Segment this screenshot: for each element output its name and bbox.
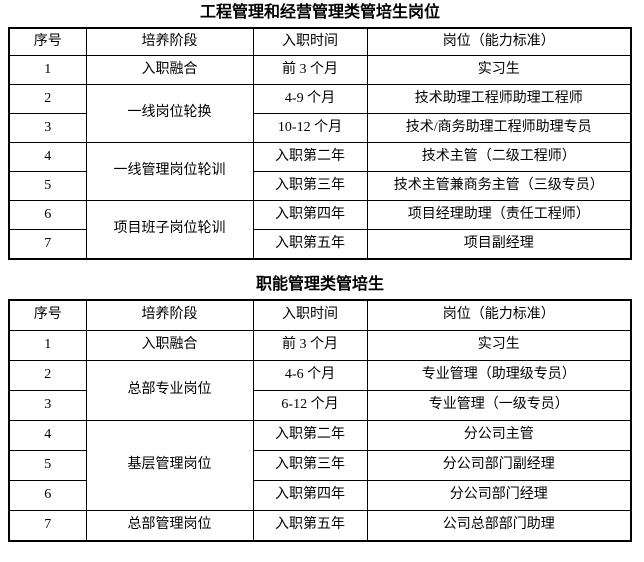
table-row: 2 一线岗位轮换 4-9 个月 技术助理工程师助理工程师 [8, 84, 632, 143]
serial-number-cell: 7 [8, 510, 87, 542]
engineering-management-section: 工程管理和经营管理类管培生岗位 序号 培养阶段 入职时间 岗位（能力标准） 1 入职融合前… [8, 4, 644, 260]
serial-number-cell: 3 [8, 390, 87, 421]
table-row: 6 项目班子岗位轮训 入职第四年 项目经理助理（责任工程师） [8, 200, 632, 260]
table-row: 7 总部管理岗位 入职第五年 公司总部部门助理 [8, 510, 632, 542]
entry-time-cell: 入职第五年 [252, 229, 368, 260]
serial-number-cell: 4 [8, 420, 87, 451]
serial-number-cell: 3 [8, 113, 87, 143]
table-row: 4 基层管理岗位 入职第二年 分公司主管 [8, 420, 632, 511]
serial-number-cell: 7 [8, 229, 87, 260]
position-cell: 技术助理工程师助理工程师 [366, 84, 632, 114]
position-cell: 实习生 [366, 55, 632, 85]
entry-time-cell: 入职第四年 [252, 200, 368, 230]
table-row: 4 一线管理岗位轮训 入职第二年 技术主管（二级工程师） [8, 142, 632, 201]
functional-management-section: 职能管理类管培生 序号 培养阶段 入职时间 岗位（能力标准） 1 入职融合前 3 个月 实习… [8, 276, 644, 542]
entry-time-cell: 入职第三年 [252, 450, 368, 481]
column-header: 培养阶段 [85, 27, 254, 56]
position-cell: 分公司部门经理 [366, 480, 632, 511]
table-title-engineering-management: 工程管理和经营管理类管培生岗位 [199, 4, 440, 21]
table-row: 2 总部专业岗位 4-6 个月 专业管理（助理级专员） [8, 360, 632, 421]
position-cell: 技术主管兼商务主管（三级专员） [366, 171, 632, 201]
position-cell: 技术主管（二级工程师） [366, 142, 632, 172]
column-header: 入职时间 [252, 27, 368, 56]
entry-time-cell: 入职第二年 [252, 142, 368, 172]
entry-time-cell: 前 3 个月 [252, 330, 368, 361]
serial-number-cell: 1 [8, 330, 87, 361]
column-header: 序号 [8, 27, 87, 56]
header-row: 序号 培养阶段 入职时间 岗位（能力标准） [8, 27, 632, 56]
column-header: 岗位（能力标准） [366, 27, 632, 56]
training-stage-cell: 基层管理岗位 [85, 420, 254, 511]
table-row: 1 入职融合前 3 个月 实习生 [8, 330, 632, 361]
position-cell: 项目经理助理（责任工程师） [366, 200, 632, 230]
serial-number-cell: 5 [8, 171, 87, 201]
entry-time-cell: 前 3 个月 [252, 55, 368, 85]
table-row: 5 入职第三年 分公司部门副经理 [8, 450, 632, 481]
serial-number-cell: 2 [8, 360, 87, 391]
entry-time-cell: 入职第三年 [252, 171, 368, 201]
column-header: 培养阶段 [85, 299, 254, 331]
entry-time-cell: 入职第四年 [252, 480, 368, 511]
training-stage-cell: 项目班子岗位轮训 [85, 200, 254, 260]
table-title-functional-management: 职能管理类管培生 [255, 276, 384, 293]
training-stage-cell: 一线管理岗位轮训 [85, 142, 254, 201]
entry-time-cell: 4-9 个月 [252, 84, 368, 114]
column-header: 序号 [8, 299, 87, 331]
entry-time-cell: 入职第二年 [252, 420, 368, 451]
training-stage-cell: 入职融合 [85, 330, 254, 361]
entry-time-cell: 4-6 个月 [252, 360, 368, 391]
entry-time-cell: 10-12 个月 [252, 113, 368, 143]
engineering-management-trainee-table: 序号 培养阶段 入职时间 岗位（能力标准） 1 入职融合前 3 个月 实习生 2 一线岗位轮换 4… [8, 27, 632, 260]
table-row: 1 入职融合前 3 个月 实习生 [8, 55, 632, 85]
position-cell: 公司总部部门助理 [366, 510, 632, 542]
position-cell: 项目副经理 [366, 229, 632, 260]
position-cell: 实习生 [366, 330, 632, 361]
position-cell: 专业管理（一级专员） [366, 390, 632, 421]
serial-number-cell: 6 [8, 480, 87, 511]
column-header: 岗位（能力标准） [366, 299, 632, 331]
entry-time-cell: 入职第五年 [252, 510, 368, 542]
table-row: 3 10-12 个月 技术/商务助理工程师助理专员 [8, 113, 632, 143]
header-row: 序号 培养阶段 入职时间 岗位（能力标准） [8, 299, 632, 331]
serial-number-cell: 4 [8, 142, 87, 172]
serial-number-cell: 2 [8, 84, 87, 114]
entry-time-cell: 6-12 个月 [252, 390, 368, 421]
position-cell: 分公司部门副经理 [366, 450, 632, 481]
serial-number-cell: 6 [8, 200, 87, 230]
document-page: 工程管理和经营管理类管培生岗位 序号 培养阶段 入职时间 岗位（能力标准） 1 入职融合前… [8, 4, 644, 542]
training-stage-cell: 总部专业岗位 [85, 360, 254, 421]
serial-number-cell: 5 [8, 450, 87, 481]
table-row: 7 入职第五年 项目副经理 [8, 229, 632, 260]
position-cell: 技术/商务助理工程师助理专员 [366, 113, 632, 143]
position-cell: 分公司主管 [366, 420, 632, 451]
position-cell: 专业管理（助理级专员） [366, 360, 632, 391]
training-stage-cell: 一线岗位轮换 [85, 84, 254, 143]
column-header: 入职时间 [252, 299, 368, 331]
table-row: 3 6-12 个月 专业管理（一级专员） [8, 390, 632, 421]
training-stage-cell: 总部管理岗位 [85, 510, 254, 542]
serial-number-cell: 1 [8, 55, 87, 85]
table-row: 6 入职第四年 分公司部门经理 [8, 480, 632, 511]
training-stage-cell: 入职融合 [85, 55, 254, 85]
functional-management-trainee-table: 序号 培养阶段 入职时间 岗位（能力标准） 1 入职融合前 3 个月 实习生 2 总部专业岗位 4… [8, 299, 632, 542]
table-row: 5 入职第三年 技术主管兼商务主管（三级专员） [8, 171, 632, 201]
